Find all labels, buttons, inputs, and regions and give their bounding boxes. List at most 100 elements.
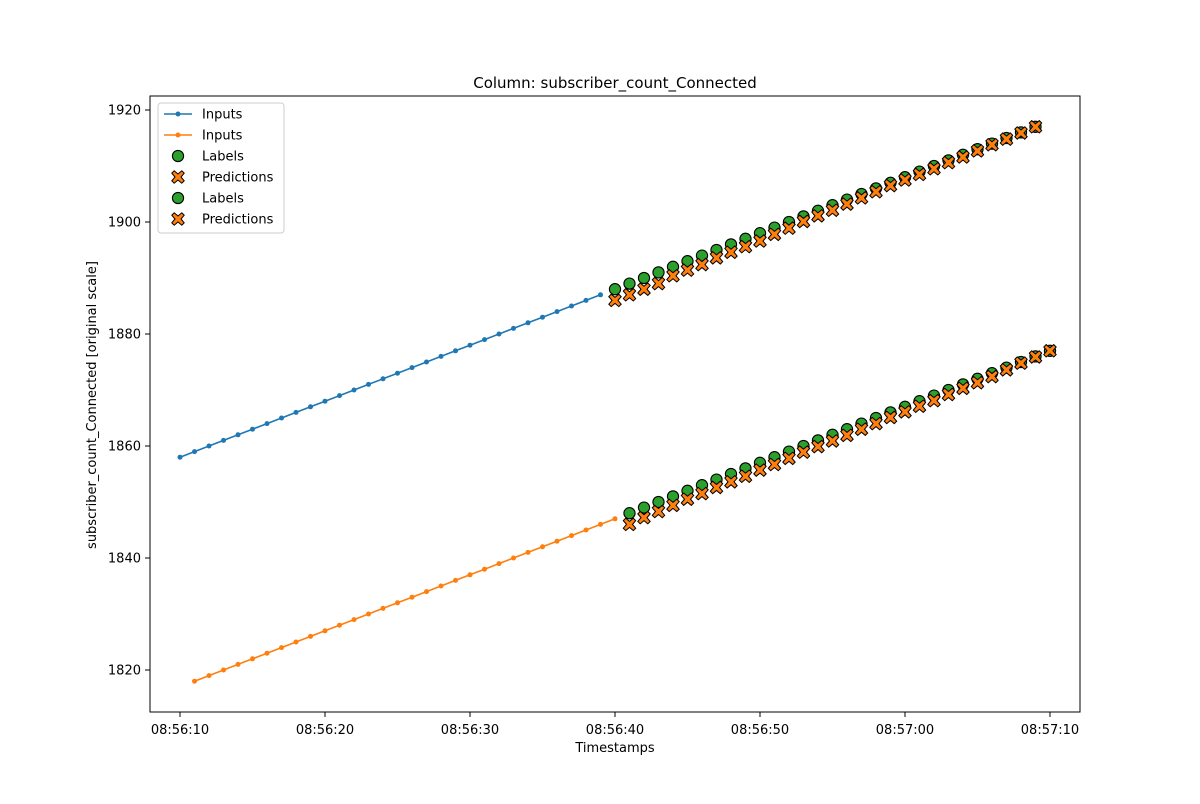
data-point-inputs bbox=[221, 667, 227, 673]
x-tick-label: 08:57:10 bbox=[1021, 723, 1079, 738]
series-line-inputs bbox=[194, 518, 616, 682]
data-point-predictions bbox=[767, 227, 782, 242]
legend-label: Labels bbox=[202, 192, 244, 207]
data-point-inputs bbox=[206, 673, 212, 679]
data-point-predictions bbox=[738, 469, 753, 484]
legend-labels-swatch bbox=[171, 149, 185, 163]
data-point-predictions bbox=[927, 393, 941, 408]
legend-entry: Predictions bbox=[171, 212, 274, 228]
data-point-predictions bbox=[956, 150, 970, 164]
data-point-predictions bbox=[637, 510, 651, 525]
data-point-inputs bbox=[583, 297, 589, 303]
data-point-predictions bbox=[941, 387, 956, 402]
data-point-inputs bbox=[482, 337, 488, 343]
data-point-inputs bbox=[293, 409, 299, 415]
x-tick-label: 08:56:10 bbox=[151, 723, 209, 738]
data-point-predictions bbox=[724, 245, 738, 260]
data-point-labels bbox=[623, 507, 636, 520]
data-point-inputs bbox=[192, 449, 198, 455]
data-point-predictions bbox=[637, 282, 651, 297]
data-point-labels bbox=[637, 271, 651, 285]
data-point-predictions bbox=[985, 369, 999, 384]
y-tick-label: 1860 bbox=[108, 440, 141, 455]
x-axis-label: Timestamps bbox=[574, 741, 655, 756]
data-point-inputs bbox=[525, 320, 531, 326]
data-point-inputs bbox=[351, 617, 357, 623]
data-point-inputs bbox=[612, 516, 618, 522]
data-point-predictions bbox=[695, 486, 709, 501]
data-point-inputs bbox=[598, 292, 604, 298]
data-point-predictions bbox=[869, 416, 883, 431]
data-point-predictions bbox=[811, 208, 825, 223]
data-point-predictions bbox=[622, 287, 637, 302]
data-point-inputs bbox=[424, 589, 430, 595]
y-tick-label: 1820 bbox=[108, 664, 141, 679]
legend-predictions-swatch bbox=[171, 170, 185, 184]
data-point-predictions bbox=[796, 214, 811, 229]
data-point-predictions bbox=[883, 410, 898, 425]
y-tick-label: 1920 bbox=[108, 104, 141, 119]
data-point-inputs bbox=[569, 533, 575, 539]
data-point-inputs bbox=[380, 376, 386, 382]
data-point-inputs bbox=[351, 387, 357, 393]
data-point-predictions bbox=[1014, 126, 1028, 140]
data-point-inputs bbox=[583, 527, 589, 533]
data-point-predictions bbox=[970, 144, 985, 158]
series-predictions-3 bbox=[608, 119, 1043, 308]
data-point-predictions bbox=[738, 239, 753, 254]
data-point-inputs bbox=[293, 639, 299, 645]
data-point-inputs bbox=[279, 645, 285, 651]
data-point-predictions bbox=[854, 191, 869, 205]
data-point-inputs bbox=[438, 583, 444, 589]
data-point-labels bbox=[608, 283, 622, 296]
axes: 08:56:10 08:56:20 08:56:30 08:56:40 08:56:50… bbox=[108, 95, 1081, 738]
data-point-predictions bbox=[666, 498, 680, 513]
data-point-inputs bbox=[395, 370, 401, 376]
data-point-inputs bbox=[322, 398, 328, 404]
data-point-predictions bbox=[1043, 343, 1057, 358]
data-point-inputs bbox=[250, 426, 256, 432]
legend-point-swatch bbox=[175, 111, 181, 117]
data-point-inputs bbox=[424, 359, 430, 365]
legend-entry: Labels bbox=[171, 192, 244, 207]
data-point-predictions bbox=[985, 137, 999, 152]
chart-title: Column: subscriber_count_Connected bbox=[473, 74, 757, 93]
data-point-predictions bbox=[912, 399, 927, 414]
series-line-inputs bbox=[179, 294, 601, 458]
data-point-inputs bbox=[235, 661, 241, 667]
data-point-predictions bbox=[622, 517, 637, 532]
legend-entry: Labels bbox=[171, 149, 244, 165]
legend-entry: Inputs bbox=[164, 108, 243, 123]
data-point-predictions bbox=[753, 463, 767, 477]
data-point-inputs bbox=[250, 656, 256, 662]
y-tick-label: 1880 bbox=[108, 328, 141, 343]
y-tick-label: 1840 bbox=[108, 552, 141, 567]
legend-entry: Inputs bbox=[164, 129, 243, 144]
data-point-predictions bbox=[680, 263, 695, 278]
data-point-inputs bbox=[395, 600, 401, 606]
data-point-inputs bbox=[409, 365, 415, 371]
data-point-predictions bbox=[1028, 350, 1043, 364]
data-point-predictions bbox=[927, 161, 941, 176]
data-point-inputs bbox=[482, 566, 488, 572]
x-tick-label: 08:56:30 bbox=[441, 723, 499, 738]
data-point-inputs bbox=[308, 633, 314, 639]
data-point-inputs bbox=[554, 309, 560, 315]
data-point-predictions bbox=[724, 474, 738, 489]
x-tick-label: 08:56:50 bbox=[731, 723, 789, 738]
data-point-predictions bbox=[709, 480, 724, 495]
data-point-inputs bbox=[511, 555, 517, 561]
data-point-inputs bbox=[540, 544, 546, 550]
series-inputs-0 bbox=[177, 292, 604, 460]
y-tick-label: 1900 bbox=[108, 216, 141, 231]
data-point-inputs bbox=[264, 421, 270, 427]
x-tick-label: 08:56:40 bbox=[586, 723, 644, 738]
data-point-labels bbox=[652, 266, 665, 279]
legend-label: Inputs bbox=[202, 129, 243, 144]
data-point-inputs bbox=[598, 521, 604, 527]
data-point-predictions bbox=[753, 234, 767, 248]
y-axis-label: subscriber_count_Connected [original sca… bbox=[85, 261, 100, 549]
data-point-inputs bbox=[322, 628, 328, 634]
data-point-inputs bbox=[366, 381, 372, 387]
